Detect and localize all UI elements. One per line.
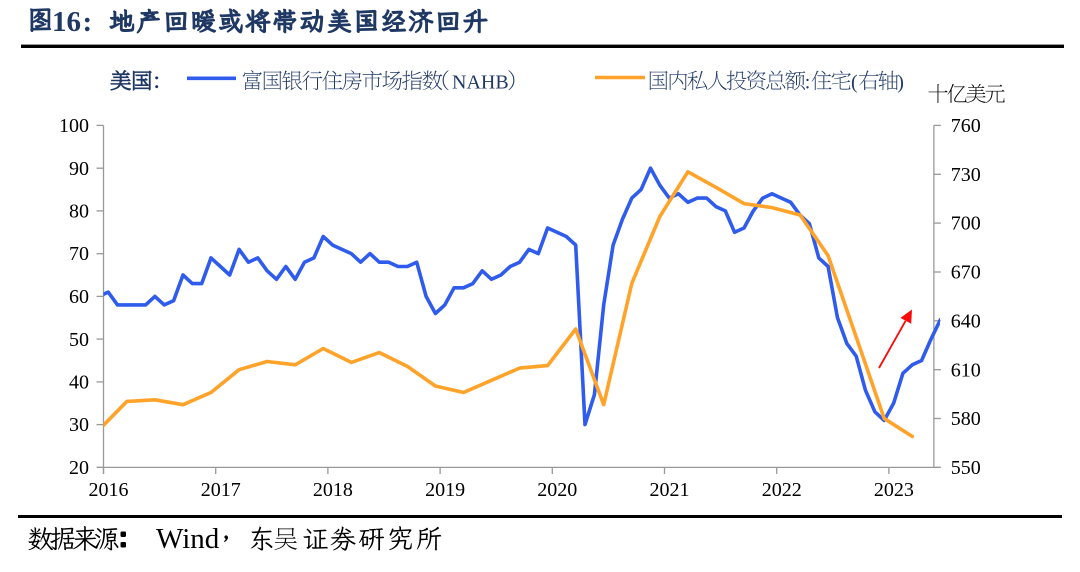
- svg-text:(: (: [851, 72, 858, 94]
- svg-text:640: 640: [951, 310, 981, 332]
- svg-text:40: 40: [69, 372, 89, 394]
- svg-text:50: 50: [69, 329, 89, 351]
- svg-text:): ): [897, 72, 904, 94]
- svg-text:90: 90: [69, 158, 89, 180]
- svg-text:2021: 2021: [650, 479, 690, 501]
- svg-text:2022: 2022: [762, 479, 802, 501]
- svg-text:Wind: Wind: [156, 523, 220, 555]
- svg-text:2018: 2018: [313, 479, 353, 501]
- svg-text:700: 700: [951, 213, 981, 235]
- svg-text:550: 550: [951, 457, 981, 479]
- svg-text:730: 730: [951, 164, 981, 186]
- svg-text:2023: 2023: [874, 479, 914, 501]
- svg-text:16: 16: [52, 6, 81, 38]
- svg-text::: :: [805, 72, 811, 94]
- svg-text:30: 30: [69, 414, 89, 436]
- svg-text:NAHB: NAHB: [452, 72, 509, 94]
- svg-text:760: 760: [951, 115, 981, 137]
- svg-text:2016: 2016: [89, 479, 129, 501]
- svg-text:100: 100: [59, 115, 89, 137]
- svg-text:2020: 2020: [537, 479, 577, 501]
- svg-text:2019: 2019: [425, 479, 465, 501]
- svg-text:20: 20: [69, 457, 89, 479]
- svg-text:610: 610: [951, 359, 981, 381]
- svg-text:60: 60: [69, 286, 89, 308]
- svg-text:670: 670: [951, 262, 981, 284]
- svg-text:80: 80: [69, 201, 89, 223]
- svg-text:70: 70: [69, 243, 89, 265]
- svg-text:2017: 2017: [201, 479, 241, 501]
- svg-text:580: 580: [951, 408, 981, 430]
- svg-text::: :: [83, 6, 93, 38]
